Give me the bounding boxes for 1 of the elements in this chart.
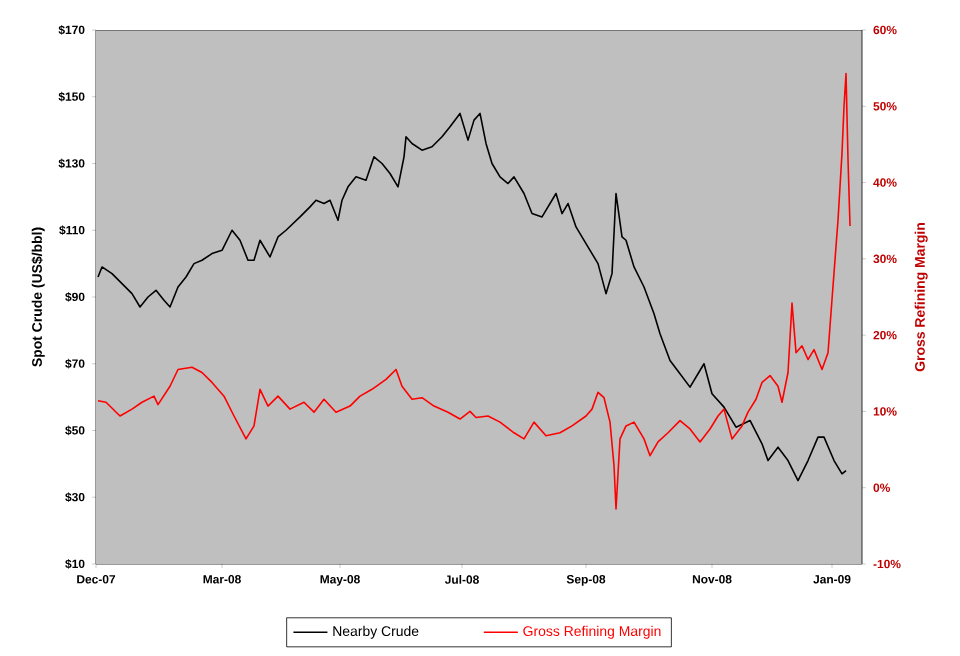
line-series [97, 72, 851, 510]
